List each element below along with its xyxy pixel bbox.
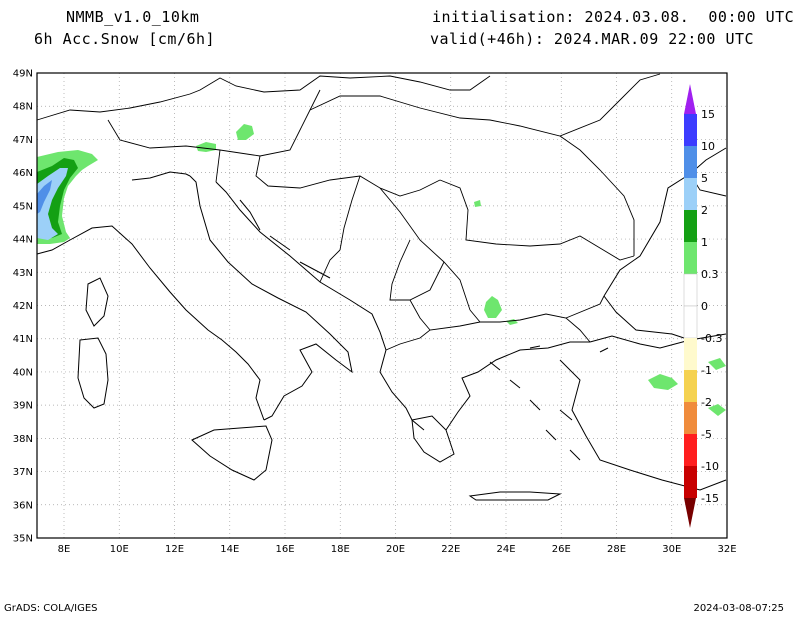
lon-label: 32E (717, 544, 736, 555)
lat-label: 41N (13, 334, 33, 345)
colorbar-label: -15 (701, 492, 719, 505)
lat-label: 37N (13, 467, 33, 478)
lon-label: 18E (331, 544, 350, 555)
colorbar-label: -10 (701, 460, 719, 473)
lat-label: 46N (13, 168, 33, 179)
lat-label: 38N (13, 434, 33, 445)
lon-label: 24E (496, 544, 515, 555)
lat-label: 39N (13, 401, 33, 412)
lat-label: 47N (13, 135, 33, 146)
lat-label: 36N (13, 500, 33, 511)
footer-timestamp: 2024-03-08-07:25 (693, 603, 784, 614)
map-frame (36, 72, 728, 539)
colorbar-label: -0.3 (701, 332, 722, 345)
lon-label: 12E (165, 544, 184, 555)
lon-label: 8E (58, 544, 71, 555)
colorbar-box-2 (684, 210, 697, 242)
colorbar-box-neg1 (684, 370, 697, 402)
sardinia-outline (77, 337, 109, 409)
colorbar-label: 5 (701, 172, 708, 185)
lat-label: 43N (13, 268, 33, 279)
latitude-labels: 49N 48N 47N 46N 45N 44N 43N 42N 41N 40N 39N 38N 37N 3… (13, 69, 33, 545)
coastlines (36, 147, 727, 501)
colorbar-box-0 (683, 305, 698, 339)
snow-area-carpathians (474, 200, 481, 207)
colorbar-box-neg03 (684, 338, 697, 370)
colorbar-labels: 15 10 5 2 1 0.3 0 -0.3 -1 -2 -5 -10 -15 (701, 108, 722, 505)
colorbar-label: 1 (701, 236, 708, 249)
colorbar-box-5 (684, 178, 697, 210)
colorbar-box-neg2 (684, 402, 697, 434)
lat-label: 44N (13, 235, 33, 246)
colorbar-box-neg10 (684, 466, 697, 498)
lat-label: 48N (13, 102, 33, 113)
colorbar-box-03 (683, 273, 698, 307)
colorbar-box-10 (684, 146, 697, 178)
crete-outline (468, 491, 562, 501)
colorbar-top-arrow (684, 84, 696, 114)
lat-label: 35N (13, 534, 33, 545)
colorbar-label: -1 (701, 364, 712, 377)
lon-label: 28E (607, 544, 626, 555)
colorbar-box-neg5 (684, 434, 697, 466)
snow-area-bulgaria (484, 296, 502, 318)
lon-label: 26E (552, 544, 571, 555)
lon-label: 14E (220, 544, 239, 555)
colorbar-box-15 (684, 114, 697, 146)
colorbar-label: 2 (701, 204, 708, 217)
snow-area-austria (236, 124, 254, 140)
lon-label: 16E (275, 544, 294, 555)
colorbar-label: 15 (701, 108, 715, 121)
lon-label: 10E (110, 544, 129, 555)
peloponnese-outline (411, 415, 455, 463)
snow-area-anatolia-e (708, 358, 726, 370)
colorbar: 15 10 5 2 1 0.3 0 -0.3 -1 -2 -5 -10 -15 (683, 84, 722, 528)
longitude-labels: 8E 10E 12E 14E 16E 18E 20E 22E 24E 26E 28E 30E 32E (58, 544, 737, 555)
lon-label: 22E (441, 544, 460, 555)
snow-area-anatolia-s (708, 404, 726, 416)
lat-label: 49N (13, 69, 33, 80)
colorbar-label: 0.3 (701, 268, 719, 281)
valid-time: valid(+46h): 2024.MAR.09 22:00 UTC (430, 30, 755, 48)
colorbar-label: 10 (701, 140, 715, 153)
lon-label: 30E (662, 544, 681, 555)
colorbar-box-1 (684, 242, 697, 274)
colorbar-label: 0 (701, 300, 708, 313)
snow-area-carinthia (196, 142, 216, 152)
init-time: initialisation: 2024.03.08. 00:00 UTC (432, 8, 795, 26)
lat-label: 40N (13, 367, 33, 378)
snow-area-rila (506, 319, 518, 325)
borders (36, 73, 727, 351)
snow-area-anatolia-nw (648, 374, 678, 390)
field-title: 6h Acc.Snow [cm/6h] (34, 30, 216, 48)
footer-credit: GrADS: COLA/IGES (4, 603, 98, 614)
model-title: NMMB_v1.0_10km (66, 8, 200, 26)
lon-label: 20E (386, 544, 405, 555)
colorbar-label: -2 (701, 396, 712, 409)
colorbar-bottom-arrow (684, 498, 696, 528)
map-grid (37, 73, 727, 538)
lat-label: 42N (13, 301, 33, 312)
colorbar-label: -5 (701, 428, 712, 441)
corsica-outline (85, 277, 109, 327)
snow-area-alps-west-top (37, 180, 52, 214)
lat-label: 45N (13, 201, 33, 212)
